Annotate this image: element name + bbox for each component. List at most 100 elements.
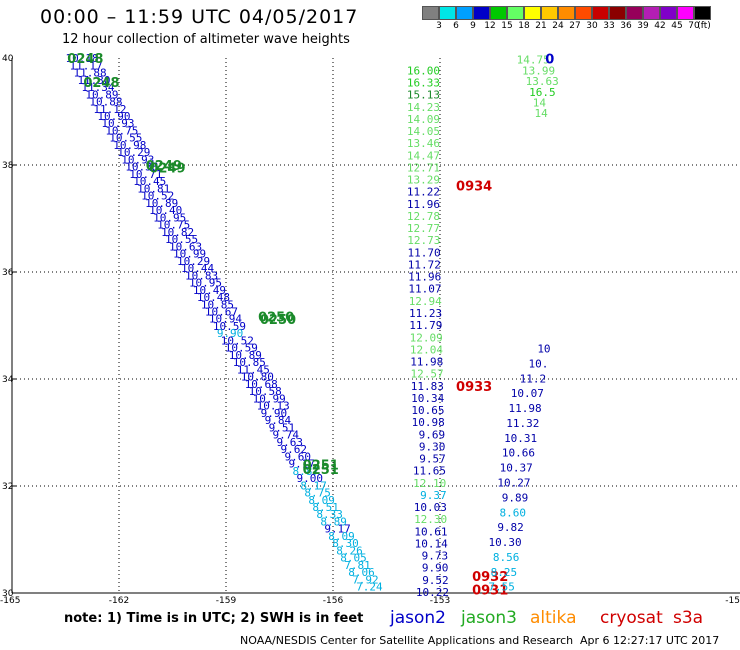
color-scale-label: 70 <box>688 21 700 31</box>
swh-value: 9.60 <box>285 450 312 463</box>
source-credit: NOAA/NESDIS Center for Satellite Applica… <box>240 634 574 647</box>
y-tick-label: 34 <box>2 375 14 385</box>
swh-value: 10.81 <box>137 182 170 195</box>
swh-value: 10.49 <box>193 284 226 297</box>
x-tick-label: -159 <box>216 596 237 606</box>
swh-value: 11.70 <box>408 246 441 259</box>
pass-time-label: 0933 <box>456 380 492 395</box>
color-swatch <box>541 6 558 20</box>
swh-value: 12.77 <box>407 222 440 235</box>
swh-value: 10.44 <box>181 262 214 275</box>
swh-value: 14.23 <box>407 101 440 114</box>
swh-value: 11.98 <box>509 402 542 415</box>
swh-value: 10.37 <box>500 462 533 475</box>
swh-value: 10.88 <box>89 96 122 109</box>
swh-value: 14.09 <box>407 113 440 126</box>
swh-value: 12.30 <box>414 513 447 526</box>
swh-value: 8.09 <box>308 494 335 507</box>
swh-value: 10.99 <box>253 392 286 405</box>
swh-value: 9.89 <box>502 491 529 504</box>
swh-value: 10.27 <box>497 476 530 489</box>
swh-value: 10.95 <box>153 211 186 224</box>
swh-value: 16.5 <box>529 86 556 99</box>
swh-value: 10.38 <box>125 161 158 174</box>
swh-value: 10.14 <box>415 537 448 550</box>
color-scale-label: 9 <box>470 21 476 31</box>
swh-value: 10.30 <box>488 536 521 549</box>
color-scale-label: 21 <box>535 21 547 31</box>
swh-value: 10.94 <box>209 313 242 326</box>
swh-value: 9.52 <box>422 574 449 587</box>
swh-value: 10.93 <box>121 153 154 166</box>
swh-value: 10 <box>537 343 550 356</box>
swh-value: 10.75 <box>105 124 138 137</box>
footnote: note: 1) Time is in UTC; 2) SWH is in fe… <box>64 611 364 626</box>
y-tick-label: 30 <box>2 589 14 599</box>
color-swatch <box>609 6 626 20</box>
swh-value: 10.93 <box>101 117 134 130</box>
color-swatch <box>507 6 524 20</box>
swh-value: 9.30 <box>419 440 446 453</box>
swh-value: 16.00 <box>407 64 440 77</box>
swh-value: 10. <box>528 357 548 370</box>
swh-value: 10.66 <box>502 447 535 460</box>
swh-value: 10.45 <box>133 175 166 188</box>
x-tick-label: -165 <box>0 596 20 606</box>
color-scale-label: 15 <box>501 21 513 31</box>
swh-value: 10.80 <box>241 371 274 384</box>
swh-value: 9.74 <box>273 429 300 442</box>
swh-value: 10.59 <box>213 320 246 333</box>
swh-value: 10.29 <box>117 146 150 159</box>
swh-value: 11.88 <box>73 67 106 80</box>
swh-value: 13.99 <box>522 64 555 77</box>
swh-value: 11.79 <box>409 319 442 332</box>
legend-cryosat: cryosat <box>600 608 663 628</box>
swh-value: 10.71 <box>129 168 162 181</box>
swh-value: 13.46 <box>407 137 440 150</box>
color-swatch <box>490 6 507 20</box>
axis-labels: 40 38 36 34 32 30-165 -162 -159 -156 -153 -15 <box>0 54 740 606</box>
map-title: 00:00 – 11:59 UTC 04/05/2017 <box>40 6 359 28</box>
swh-value: 10.31 <box>504 432 537 445</box>
color-swatch <box>575 6 592 20</box>
swh-value: 13.29 <box>407 174 440 187</box>
color-scale-label: 36 <box>620 21 632 31</box>
swh-value: 10.52 <box>141 190 174 203</box>
color-scale-bar <box>422 6 711 20</box>
color-swatch <box>422 6 439 20</box>
swh-value: 10.22 <box>416 586 449 599</box>
swh-value: 11.07 <box>408 283 441 296</box>
pass-time-label: 0932 <box>472 570 508 585</box>
swh-value: 8.17 <box>300 479 327 492</box>
color-swatch <box>456 6 473 20</box>
color-scale-label: 3 <box>436 21 442 31</box>
legend-jason2: jason2 <box>390 608 446 628</box>
pass-time-label: 0250 <box>258 310 294 325</box>
color-scale-label: 45 <box>671 21 683 31</box>
swh-value: 9.90 <box>217 327 244 340</box>
swh-value: 10.85 <box>201 298 234 311</box>
swh-value: 10.67 <box>205 305 238 318</box>
swh-value: 10.55 <box>165 233 198 246</box>
swh-value: 8.87 <box>292 465 319 478</box>
legend-s3a: s3a <box>673 608 704 628</box>
pass-time-label: 0250 <box>260 313 296 328</box>
swh-value: 8.05 <box>340 552 367 565</box>
plot-frame <box>11 58 740 594</box>
swh-value: 8.26 <box>336 544 363 557</box>
legend-jason3: jason3 <box>461 608 517 628</box>
swh-value: 9.62 <box>281 443 308 456</box>
swh-value: 10.03 <box>414 501 447 514</box>
swh-value: 10.89 <box>145 197 178 210</box>
swh-value: 8.56 <box>493 551 520 564</box>
swh-value: 14.75 <box>517 54 550 67</box>
swh-value: 14 <box>533 96 547 109</box>
swh-value: 10.29 <box>177 255 210 268</box>
swh-value: 14.47 <box>407 149 440 162</box>
swh-value: 15.13 <box>407 89 440 102</box>
swh-value: 12.94 <box>409 295 442 308</box>
x-tick-label: -162 <box>109 596 129 606</box>
color-swatch <box>694 6 711 20</box>
pass-time-label: 0934 <box>456 179 492 194</box>
